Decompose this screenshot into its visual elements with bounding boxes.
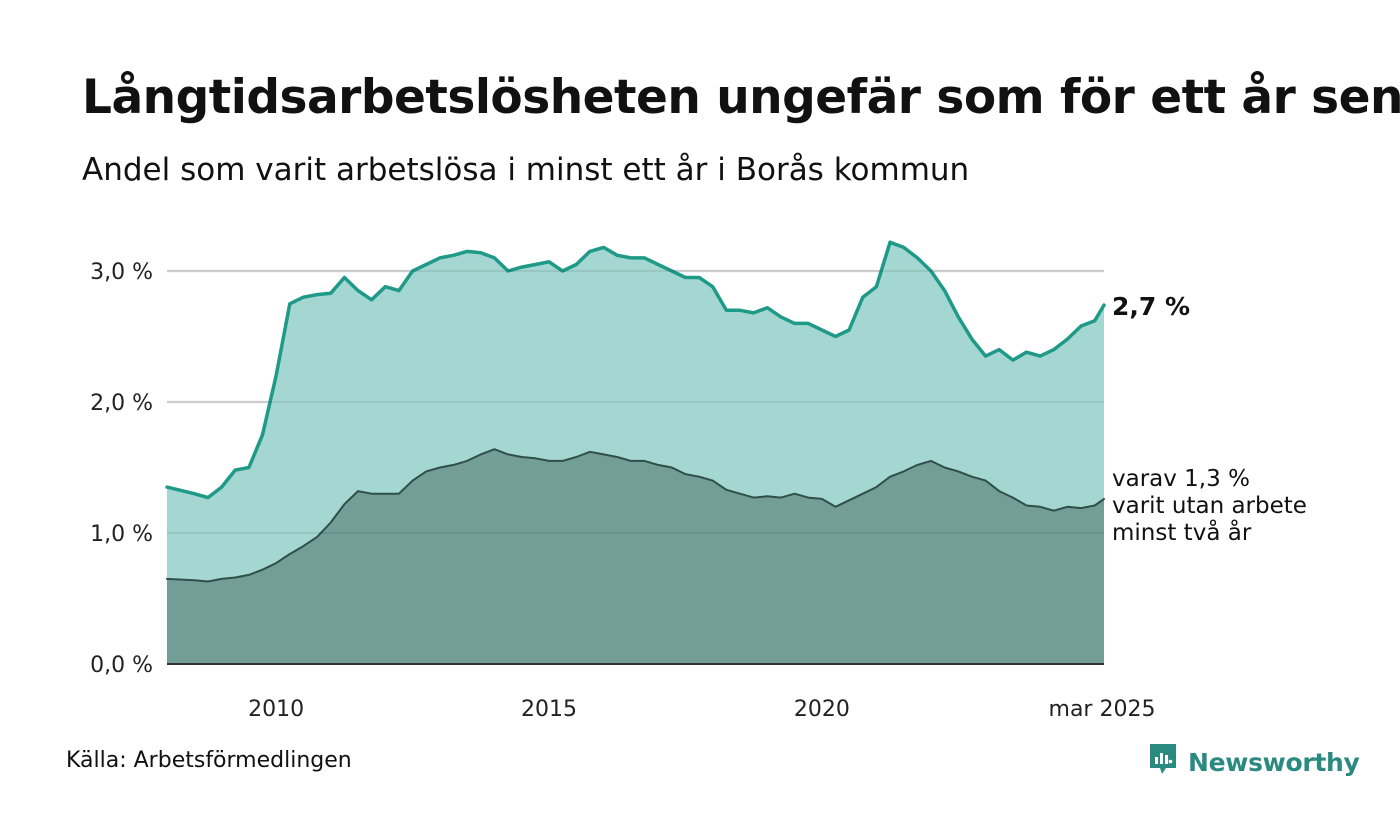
series-line-2 — [166, 448, 1105, 583]
series-line-1 — [165, 240, 1106, 500]
y-tick-label: 2,0 % — [90, 391, 153, 416]
source-credit: Källa: Arbetsförmedlingen — [66, 748, 352, 773]
x-tick-label: mar 2025 — [1049, 697, 1156, 722]
y-tick-label: 3,0 % — [90, 260, 153, 285]
chart-title: Långtidsarbetslösheten ungefär som för e… — [82, 70, 1400, 125]
annotation-line-3: minst två år — [1112, 518, 1252, 546]
chart-areas — [165, 240, 1106, 664]
chart-subtitle: Andel som varit arbetslösa i minst ett å… — [82, 152, 970, 188]
newsworthy-logo-icon — [1148, 742, 1178, 782]
brand-name: Newsworthy — [1188, 747, 1360, 777]
annotation-line-2: varit utan arbete — [1112, 493, 1307, 519]
y-tick-label: 1,0 % — [90, 522, 153, 547]
annotation-note: varav 1,3 % varit utan arbete minst två … — [1112, 466, 1314, 546]
y-tick-label: 0,0 % — [90, 653, 153, 678]
annotation-line-1: varav 1,3 % — [1112, 466, 1250, 492]
x-tick-label: 2010 — [248, 697, 304, 722]
brand-logo: Newsworthy — [1148, 744, 1360, 780]
x-tick-label: 2020 — [794, 697, 850, 722]
x-tick-label: 2015 — [521, 697, 577, 722]
series-area-2 — [167, 449, 1104, 664]
axes: 0,0 % 1,0 % 2,0 % 3,0 % 2010 2015 2020 mar 2025 — [90, 260, 1155, 722]
end-value-label: 2,7 % — [1112, 292, 1190, 321]
